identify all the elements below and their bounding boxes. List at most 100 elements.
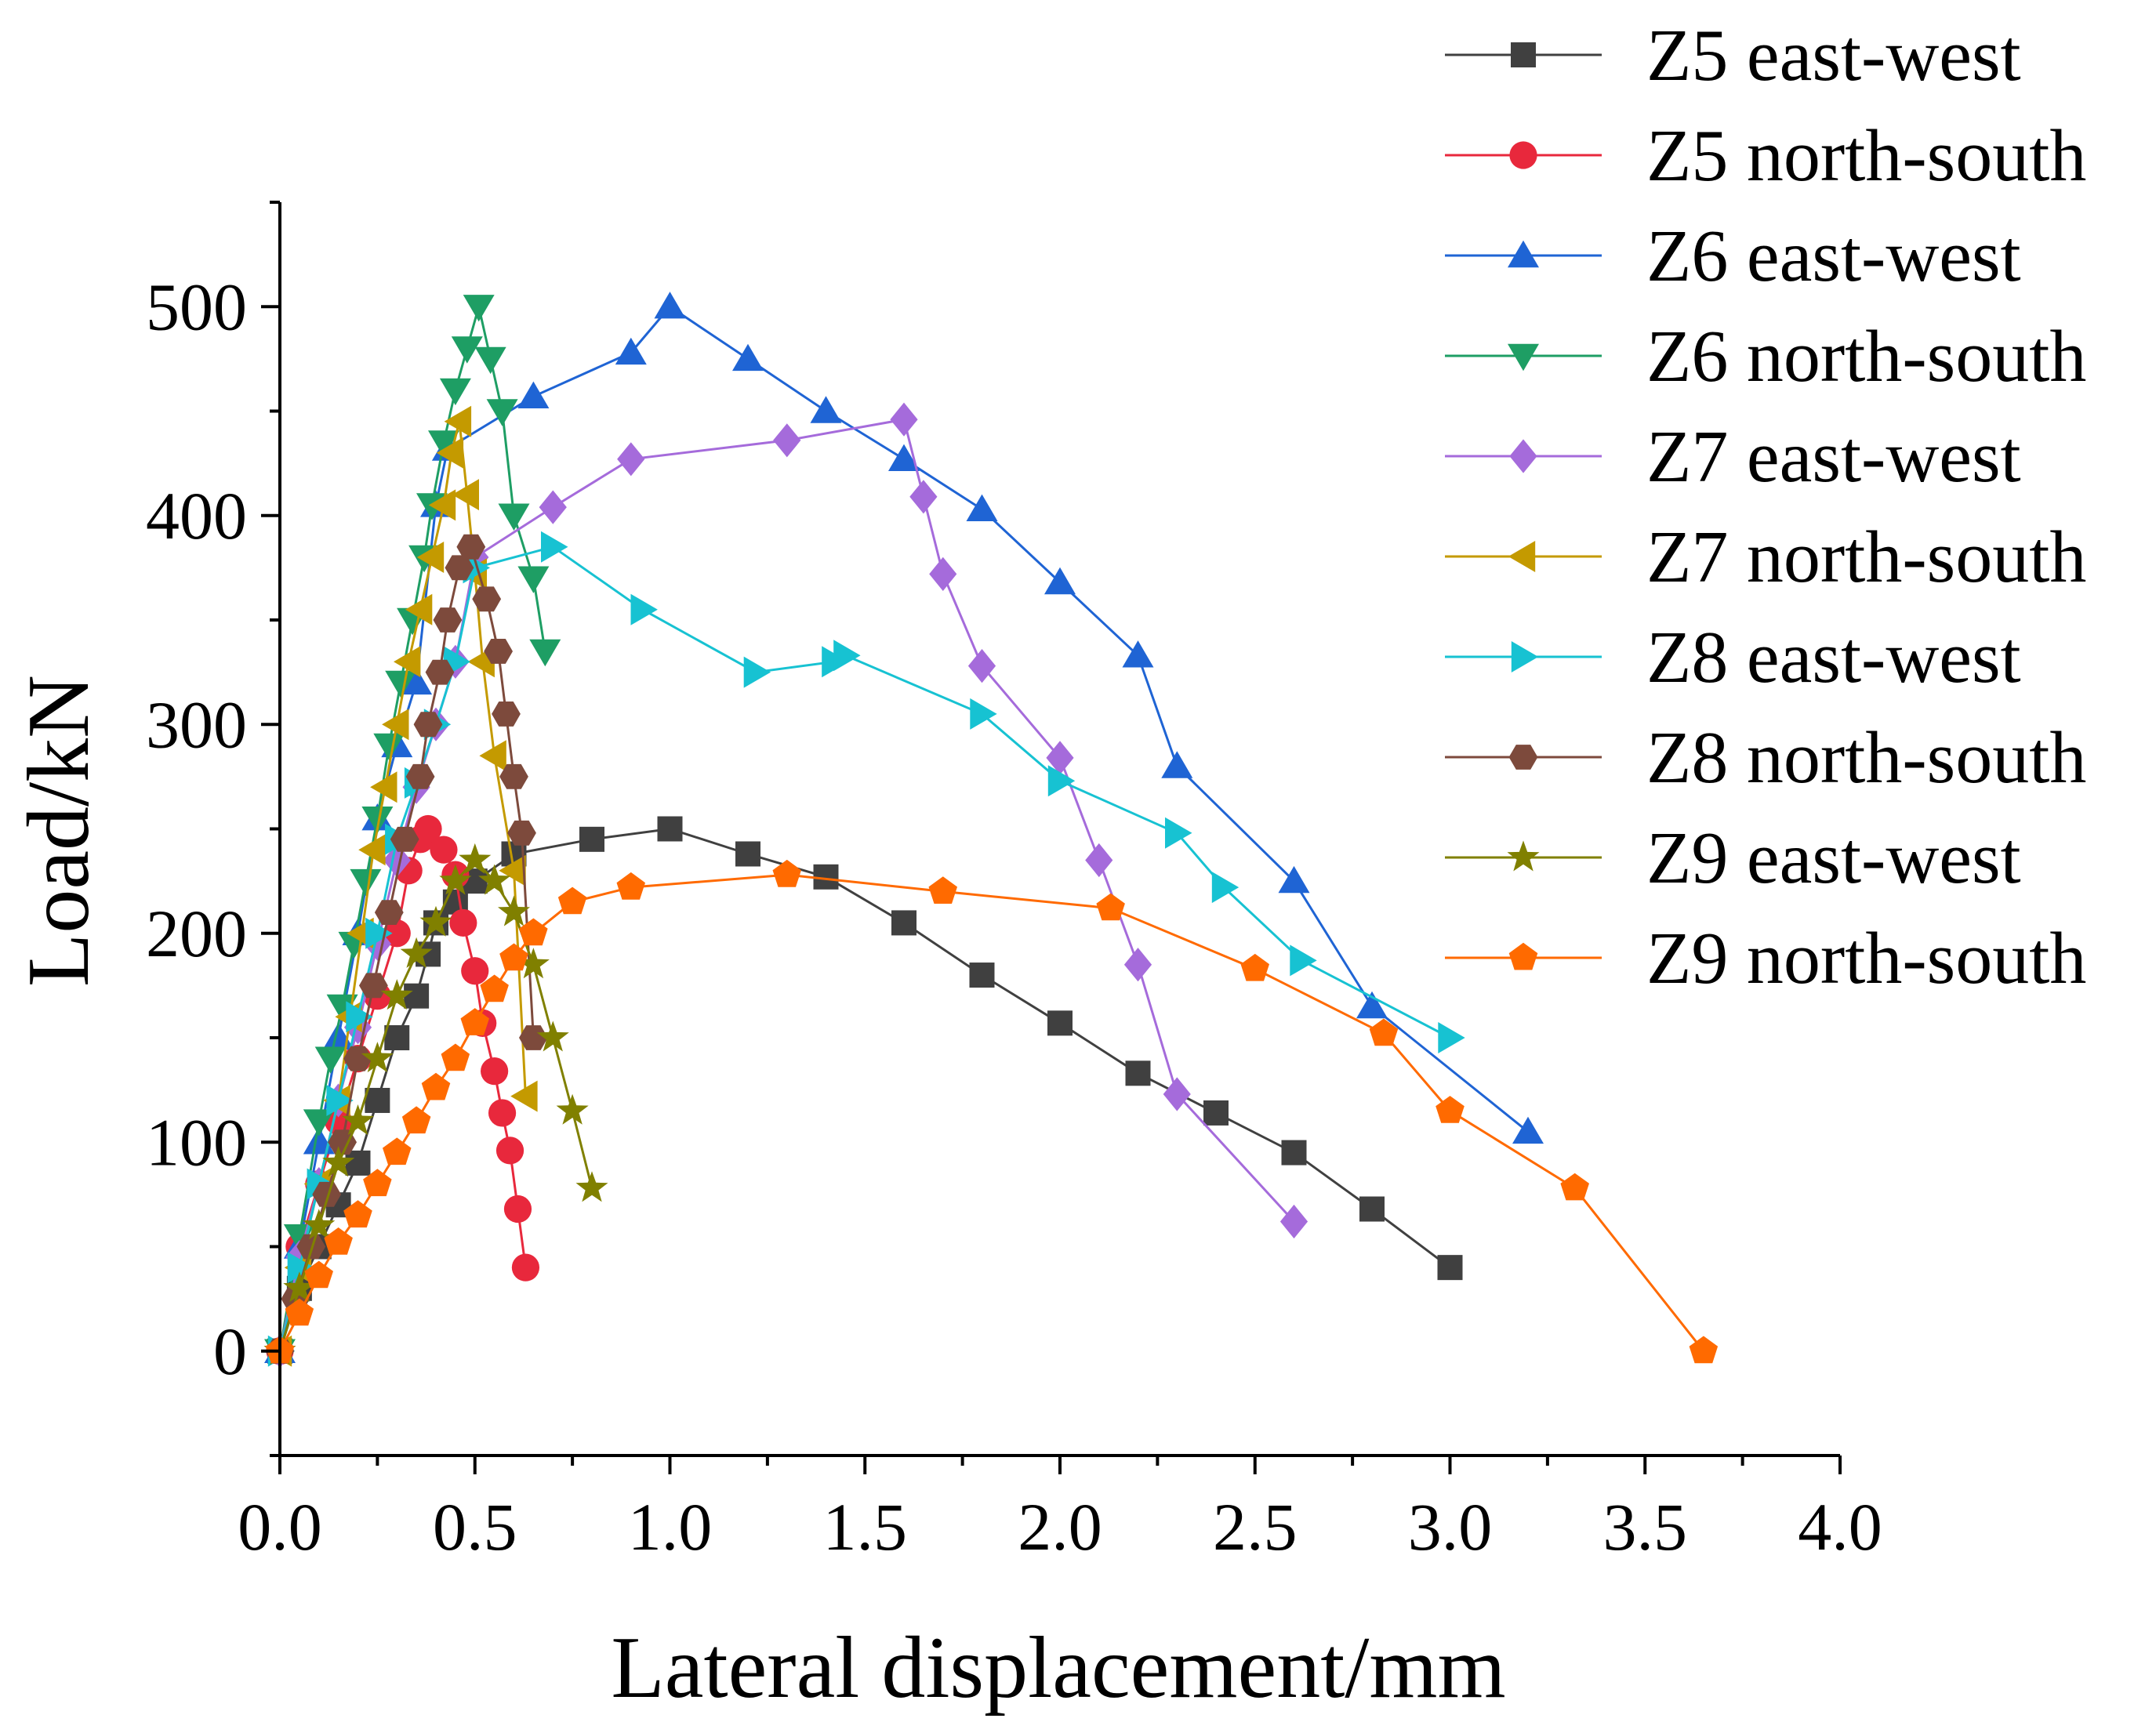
data-point bbox=[304, 1260, 333, 1289]
data-point bbox=[413, 712, 443, 738]
data-point bbox=[365, 917, 393, 949]
data-point bbox=[1356, 991, 1388, 1019]
data-point bbox=[328, 1129, 357, 1155]
data-point bbox=[967, 649, 996, 683]
data-point bbox=[456, 534, 486, 560]
data-point bbox=[459, 843, 492, 874]
data-point bbox=[488, 1099, 517, 1127]
data-point bbox=[445, 555, 474, 581]
data-point bbox=[1437, 1255, 1463, 1281]
data-point bbox=[617, 442, 645, 477]
data-point bbox=[428, 489, 456, 521]
data-point bbox=[472, 586, 502, 612]
data-point bbox=[1689, 1336, 1719, 1364]
data-point bbox=[499, 854, 526, 886]
legend-marker bbox=[1509, 141, 1537, 169]
data-point bbox=[810, 396, 842, 423]
data-point bbox=[449, 908, 477, 937]
y-axis-title: Load/kN bbox=[10, 675, 107, 987]
data-point bbox=[285, 1298, 314, 1326]
legend-label: Z8 east-west bbox=[1646, 617, 2021, 698]
data-point bbox=[833, 640, 861, 672]
series-z8-east-west bbox=[267, 531, 1465, 1367]
data-point bbox=[405, 763, 435, 789]
data-point bbox=[478, 864, 511, 895]
data-point bbox=[928, 876, 957, 904]
data-point bbox=[373, 733, 405, 761]
data-point bbox=[480, 974, 509, 1002]
x-tick-label: 3.5 bbox=[1603, 1489, 1688, 1564]
data-point bbox=[312, 1181, 342, 1207]
data-point bbox=[519, 918, 548, 946]
legend-label: Z8 north-south bbox=[1646, 717, 2086, 799]
data-point bbox=[382, 709, 409, 741]
data-point bbox=[404, 983, 430, 1009]
legend-marker bbox=[1511, 42, 1536, 67]
data-point bbox=[390, 826, 419, 852]
y-tick-label: 400 bbox=[146, 478, 247, 553]
data-point bbox=[1203, 1100, 1229, 1126]
data-point bbox=[519, 1025, 548, 1050]
data-point bbox=[1278, 865, 1310, 894]
data-point bbox=[430, 836, 458, 864]
data-point bbox=[970, 698, 997, 730]
data-point bbox=[370, 771, 397, 803]
data-point bbox=[579, 826, 604, 852]
data-point bbox=[287, 1252, 315, 1284]
data-point bbox=[322, 1146, 355, 1177]
data-point bbox=[536, 1021, 569, 1052]
data-point bbox=[1163, 1077, 1191, 1111]
data-point bbox=[401, 1106, 431, 1134]
data-point bbox=[517, 381, 550, 408]
legend-marker bbox=[1508, 240, 1539, 268]
data-point bbox=[575, 1171, 608, 1202]
data-point bbox=[283, 1271, 316, 1303]
legend-marker bbox=[1511, 641, 1539, 672]
x-tick-label: 1.5 bbox=[823, 1489, 908, 1564]
legend-label: Z6 east-west bbox=[1646, 216, 2021, 297]
legend-label: Z9 north-south bbox=[1646, 918, 2086, 999]
y-tick-label: 300 bbox=[146, 687, 247, 762]
data-point bbox=[1122, 640, 1154, 668]
data-point bbox=[498, 503, 530, 531]
data-point bbox=[474, 346, 506, 375]
data-point bbox=[492, 701, 521, 727]
legend: Z5 east-west Z5 north-south Z6 east-west Z6… bbox=[1445, 15, 2086, 999]
data-point bbox=[1560, 1173, 1589, 1201]
data-point bbox=[326, 1085, 354, 1116]
data-point bbox=[436, 437, 464, 469]
legend-marker bbox=[1508, 541, 1536, 572]
data-point bbox=[433, 607, 463, 633]
data-point bbox=[1369, 1018, 1399, 1046]
data-point bbox=[1125, 1060, 1151, 1086]
y-tick-label: 0 bbox=[213, 1314, 247, 1389]
plot-area bbox=[263, 292, 1719, 1369]
data-point bbox=[511, 1253, 540, 1282]
data-point bbox=[451, 336, 483, 364]
data-point bbox=[499, 943, 528, 971]
data-point bbox=[657, 816, 683, 842]
x-tick-label: 3.0 bbox=[1408, 1489, 1493, 1564]
data-point bbox=[539, 490, 567, 524]
data-point bbox=[314, 1046, 347, 1074]
data-point bbox=[444, 405, 472, 437]
x-axis-title: Lateral displacement/mm bbox=[611, 1619, 1505, 1717]
data-point bbox=[303, 1109, 335, 1137]
legend-marker bbox=[1508, 942, 1538, 970]
data-point bbox=[1123, 948, 1152, 982]
data-point bbox=[773, 423, 801, 458]
data-point bbox=[419, 905, 452, 937]
legend-label: Z5 north-south bbox=[1646, 115, 2086, 197]
data-point bbox=[510, 1080, 538, 1112]
x-axis: 0.0 0.5 1.0 1.5 2.0 2.5 3.0 3.5 4.0 bbox=[238, 1454, 1882, 1564]
data-point bbox=[405, 593, 433, 625]
data-point bbox=[517, 566, 550, 593]
data-point bbox=[529, 639, 561, 667]
data-point bbox=[503, 1195, 532, 1224]
data-point bbox=[772, 859, 801, 887]
data-point bbox=[358, 834, 386, 866]
data-point bbox=[1279, 1204, 1308, 1239]
data-point bbox=[452, 479, 479, 511]
data-point bbox=[1290, 944, 1317, 977]
